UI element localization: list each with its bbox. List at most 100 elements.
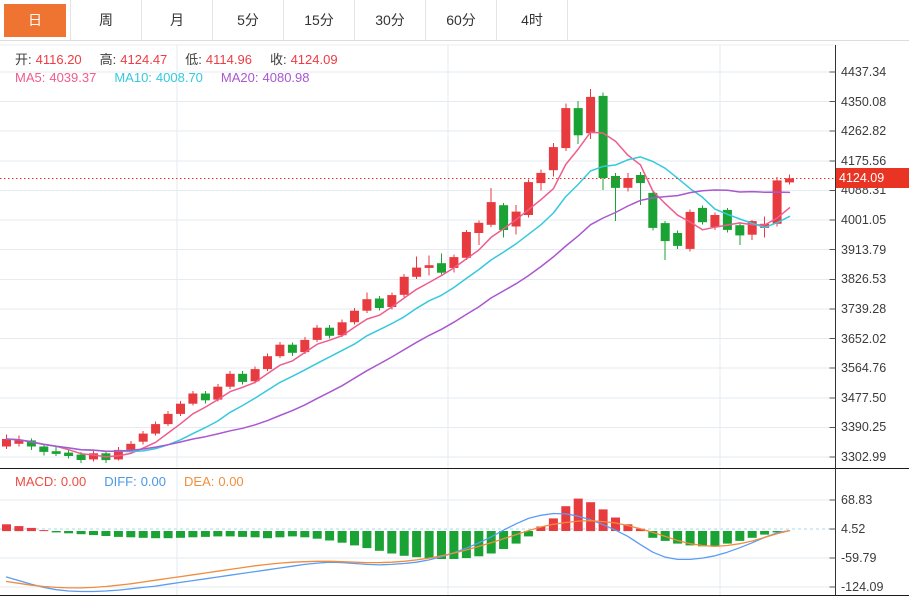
tab-label: 月 <box>170 12 184 28</box>
candle-body <box>772 180 782 224</box>
kline-chart-canvas[interactable] <box>0 41 909 603</box>
tab-period-60分[interactable]: 60分 <box>426 0 497 40</box>
macd-hist-bar <box>138 531 148 538</box>
candle-body <box>76 454 86 460</box>
macd-axis-label: -124.09 <box>841 580 884 594</box>
diff-line <box>5 512 791 593</box>
macd-hist-bar <box>287 531 297 537</box>
macd-hist-bar <box>424 531 434 559</box>
macd-hist-bar <box>312 531 322 539</box>
macd-hist-bar <box>561 506 571 531</box>
candle-body <box>424 265 434 268</box>
candle-body <box>586 96 596 134</box>
candle-body <box>648 192 658 228</box>
last-price-tag: 4124.09 <box>836 168 909 188</box>
legend-item: MA10: 4008.70 <box>114 70 203 85</box>
candle-body <box>51 451 61 454</box>
candle-body <box>362 299 372 311</box>
macd-hist-bar <box>586 502 596 532</box>
candle-body <box>685 211 695 249</box>
macd-hist-bar <box>213 531 223 537</box>
candle-body <box>126 443 136 450</box>
legend-item: 高: 4124.47 <box>99 52 168 67</box>
candle-body <box>486 202 496 225</box>
candle-body <box>387 295 397 307</box>
macd-hist-bar <box>449 531 459 559</box>
legend-item: 收: 4124.09 <box>269 52 338 67</box>
macd-hist-bar <box>387 531 397 554</box>
legend-item: 低: 4114.96 <box>185 52 252 67</box>
candle-body <box>499 205 509 230</box>
candle-body <box>225 373 235 387</box>
macd-hist-bar <box>474 531 484 557</box>
ma20-line <box>5 189 791 452</box>
macd-hist-bar <box>461 531 471 559</box>
price-axis-label: 3564.76 <box>841 361 887 375</box>
macd-hist-bar <box>225 531 235 537</box>
macd-hist-bar <box>374 531 384 551</box>
macd-legend: MACD: 0.00 DIFF: 0.00 DEA: 0.00 <box>15 474 262 489</box>
candle-body <box>399 276 409 295</box>
candle-body <box>785 178 794 183</box>
tab-period-30分[interactable]: 30分 <box>355 0 426 40</box>
candle-body <box>350 310 359 323</box>
candle-body <box>2 439 11 447</box>
tab-period-5分[interactable]: 5分 <box>213 0 284 40</box>
macd-hist-bar <box>325 531 335 541</box>
ma-legend: MA5: 4039.37 MA10: 4008.70 MA20: 4080.98 <box>15 70 328 85</box>
legend-item: MA20: 4080.98 <box>220 70 310 85</box>
tab-period-4时[interactable]: 4时 <box>497 0 568 40</box>
candle-body <box>474 222 484 233</box>
candle-body <box>598 95 608 178</box>
candle-body <box>760 223 770 228</box>
ma10-line <box>5 156 791 453</box>
candle-body <box>747 221 757 235</box>
tab-label: 5分 <box>237 12 259 28</box>
candle-body <box>374 298 384 308</box>
candle-body <box>176 403 185 414</box>
candle-body <box>263 356 272 370</box>
candle-body <box>64 452 74 456</box>
price-axis-label: 4262.82 <box>841 124 887 138</box>
macd-hist-bar <box>698 531 707 547</box>
macd-hist-bar <box>648 531 658 538</box>
tab-period-周[interactable]: 周 <box>71 0 142 40</box>
macd-hist-bar <box>598 509 608 531</box>
tab-period-月[interactable]: 月 <box>142 0 213 40</box>
tab-period-15分[interactable]: 15分 <box>284 0 355 40</box>
macd-hist-bar <box>573 498 583 532</box>
macd-hist-bar <box>250 531 260 538</box>
candle-body <box>561 108 571 149</box>
macd-hist-bar <box>362 531 372 549</box>
candle-body <box>524 182 533 215</box>
macd-hist-bar <box>611 517 620 531</box>
price-axis-label: 3652.02 <box>841 332 887 346</box>
tab-period-日[interactable]: 日 <box>0 0 71 40</box>
macd-hist-bar <box>275 531 285 538</box>
macd-hist-bar <box>710 531 720 546</box>
macd-hist-bar <box>151 531 161 539</box>
period-tabbar: 日 周 月 5分 15分 30分 60分 4时 <box>0 0 909 41</box>
candle-body <box>188 393 198 404</box>
legend-item: MACD: 0.00 <box>15 474 87 489</box>
macd-hist-bar <box>101 531 111 536</box>
candle-body <box>722 209 732 230</box>
price-axis-label: 3739.28 <box>841 302 887 316</box>
macd-hist-bar <box>76 531 86 535</box>
candle-body <box>449 257 459 268</box>
macd-hist-bar <box>200 531 210 537</box>
candle-body <box>698 207 707 223</box>
macd-hist-bar <box>760 531 770 535</box>
macd-hist-bar <box>412 531 422 558</box>
candle-body <box>611 176 620 188</box>
macd-hist-bar <box>722 531 732 544</box>
price-axis-label: 3913.79 <box>841 243 887 257</box>
price-axis-label: 3302.99 <box>841 450 887 464</box>
macd-hist-bar <box>263 531 272 539</box>
tab-label: 60分 <box>446 12 476 28</box>
price-axis-label: 4175.56 <box>841 154 887 168</box>
macd-hist-bar <box>176 531 185 538</box>
candle-body <box>250 369 260 382</box>
macd-axis-label: -59.79 <box>841 551 877 565</box>
